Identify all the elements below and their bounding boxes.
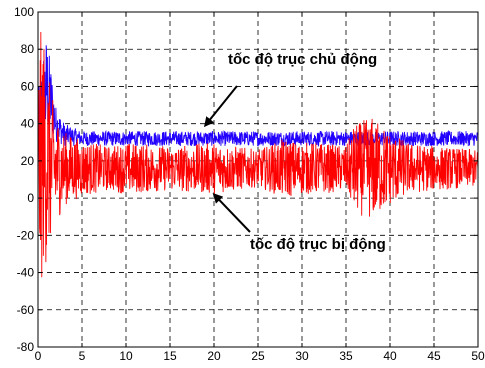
y-tick-label: -80 — [17, 340, 35, 354]
annotation-label-1: tốc độ trục chủ động — [228, 51, 377, 68]
y-tick-label: 100 — [14, 5, 34, 19]
x-tick-label: 20 — [207, 349, 221, 363]
annotation-arrow-2 — [212, 192, 251, 233]
grid — [38, 12, 478, 347]
ticks: 0 5 10 15 20 25 30 35 40 45 50 -80 -60 -40 -20 0 20 40 60 8… — [14, 5, 485, 363]
x-tick-label: 0 — [35, 349, 42, 363]
y-tick-label: 60 — [21, 79, 35, 93]
x-tick-label: 30 — [295, 349, 309, 363]
series-line-2 — [37, 31, 479, 278]
x-tick-label: 50 — [471, 349, 485, 363]
annotation-label-2: tốc độ trục bị động — [250, 236, 386, 253]
y-tick-label: 40 — [21, 117, 35, 131]
y-tick-label: -20 — [17, 228, 35, 242]
x-tick-label: 35 — [339, 349, 353, 363]
y-tick-label: 0 — [27, 191, 34, 205]
y-tick-label: 20 — [21, 154, 35, 168]
x-tick-label: 15 — [163, 349, 177, 363]
x-tick-label: 25 — [251, 349, 265, 363]
y-tick-label: 80 — [21, 42, 35, 56]
x-tick-label: 45 — [427, 349, 441, 363]
y-tick-label: -40 — [17, 266, 35, 280]
x-tick-label: 10 — [119, 349, 133, 363]
series-line-1 — [37, 45, 479, 166]
y-tick-label: -60 — [17, 303, 35, 317]
x-tick-label: 40 — [383, 349, 397, 363]
series-layer — [37, 31, 479, 278]
x-tick-label: 5 — [79, 349, 86, 363]
annotations: tốc độ trục chủ động tốc độ trục bị động — [203, 51, 386, 253]
annotation-arrow-1 — [203, 85, 238, 128]
